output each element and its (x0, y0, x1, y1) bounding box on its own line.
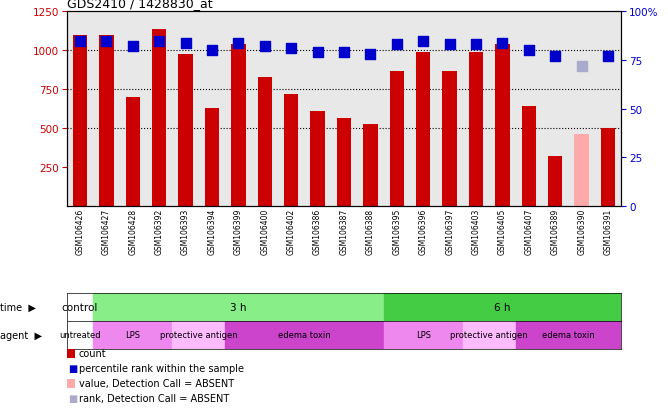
Point (233, 40, 244, 47)
Bar (469, 53, 483, 206)
Bar (99, 36, 114, 207)
Bar (574, 135, 589, 206)
Point (550, 54, 560, 60)
Text: count: count (79, 348, 106, 358)
Text: edema toxin: edema toxin (542, 330, 595, 339)
Text: untreated: untreated (59, 330, 101, 339)
Point (75, 38, 86, 45)
Text: ■: ■ (68, 363, 77, 373)
Point (286, 46, 297, 52)
Bar (126, 98, 140, 206)
Text: rank, Detection Call = ABSENT: rank, Detection Call = ABSENT (79, 393, 229, 403)
Bar (363, 125, 377, 206)
Text: time  ▶: time ▶ (0, 302, 36, 312)
Point (259, 44, 270, 51)
Bar (601, 129, 615, 206)
Point (128, 44, 138, 51)
Bar (178, 55, 193, 206)
Point (471, 42, 482, 49)
Bar (67, 321, 94, 349)
Text: LPS: LPS (126, 330, 140, 339)
Bar (495, 45, 510, 206)
Text: value, Detection Call = ABSENT: value, Detection Call = ABSENT (79, 378, 234, 388)
Bar (389, 71, 404, 206)
Text: ■: ■ (68, 393, 77, 403)
Point (576, 64, 587, 70)
Point (418, 38, 429, 45)
Point (365, 52, 376, 58)
Text: GDS2410 / 1428830_at: GDS2410 / 1428830_at (67, 0, 212, 10)
Bar (67, 293, 94, 321)
Point (391, 42, 402, 49)
Text: 6 h: 6 h (494, 302, 510, 312)
Bar (311, 112, 325, 206)
Point (524, 48, 534, 55)
Bar (383, 293, 621, 321)
Bar (522, 107, 536, 206)
Bar (205, 109, 219, 206)
Point (497, 40, 508, 47)
Bar (337, 119, 351, 206)
Bar (231, 45, 246, 206)
Bar (225, 321, 383, 349)
Text: 3 h: 3 h (230, 302, 246, 312)
Point (339, 50, 349, 57)
Bar (516, 321, 621, 349)
Point (154, 38, 164, 45)
Bar (463, 321, 516, 349)
Point (180, 40, 191, 47)
Bar (152, 29, 166, 206)
Text: protective antigen: protective antigen (160, 330, 238, 339)
Bar (442, 72, 457, 206)
Bar (383, 321, 463, 349)
Text: percentile rank within the sample: percentile rank within the sample (79, 363, 244, 373)
Point (206, 48, 217, 55)
Point (444, 42, 455, 49)
Text: agent  ▶: agent ▶ (0, 330, 42, 340)
Text: edema toxin: edema toxin (278, 330, 331, 339)
Bar (94, 293, 383, 321)
Bar (73, 36, 88, 207)
Bar (284, 95, 299, 206)
Bar (416, 53, 430, 206)
Text: LPS: LPS (415, 330, 431, 339)
Text: control: control (62, 302, 98, 312)
Point (101, 38, 112, 45)
Bar (548, 157, 562, 206)
Text: protective antigen: protective antigen (450, 330, 528, 339)
Bar (94, 321, 172, 349)
Point (312, 50, 323, 57)
Bar (172, 321, 225, 349)
Point (603, 54, 613, 60)
Bar (258, 78, 272, 206)
